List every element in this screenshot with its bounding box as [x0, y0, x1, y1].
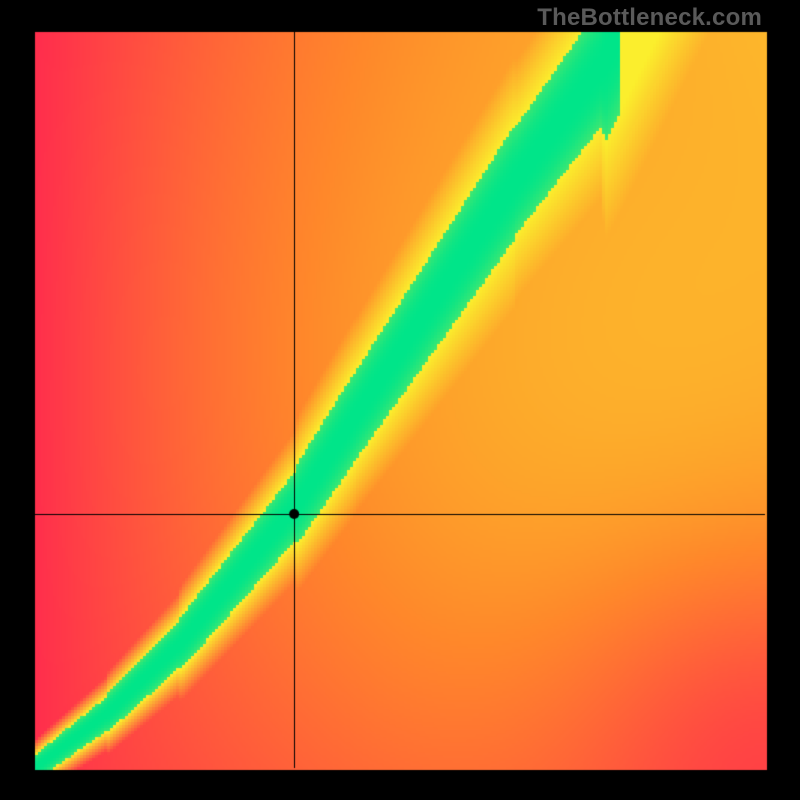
- watermark-text: TheBottleneck.com: [537, 4, 762, 32]
- bottleneck-heatmap: [0, 0, 800, 800]
- chart-container: TheBottleneck.com: [0, 0, 800, 800]
